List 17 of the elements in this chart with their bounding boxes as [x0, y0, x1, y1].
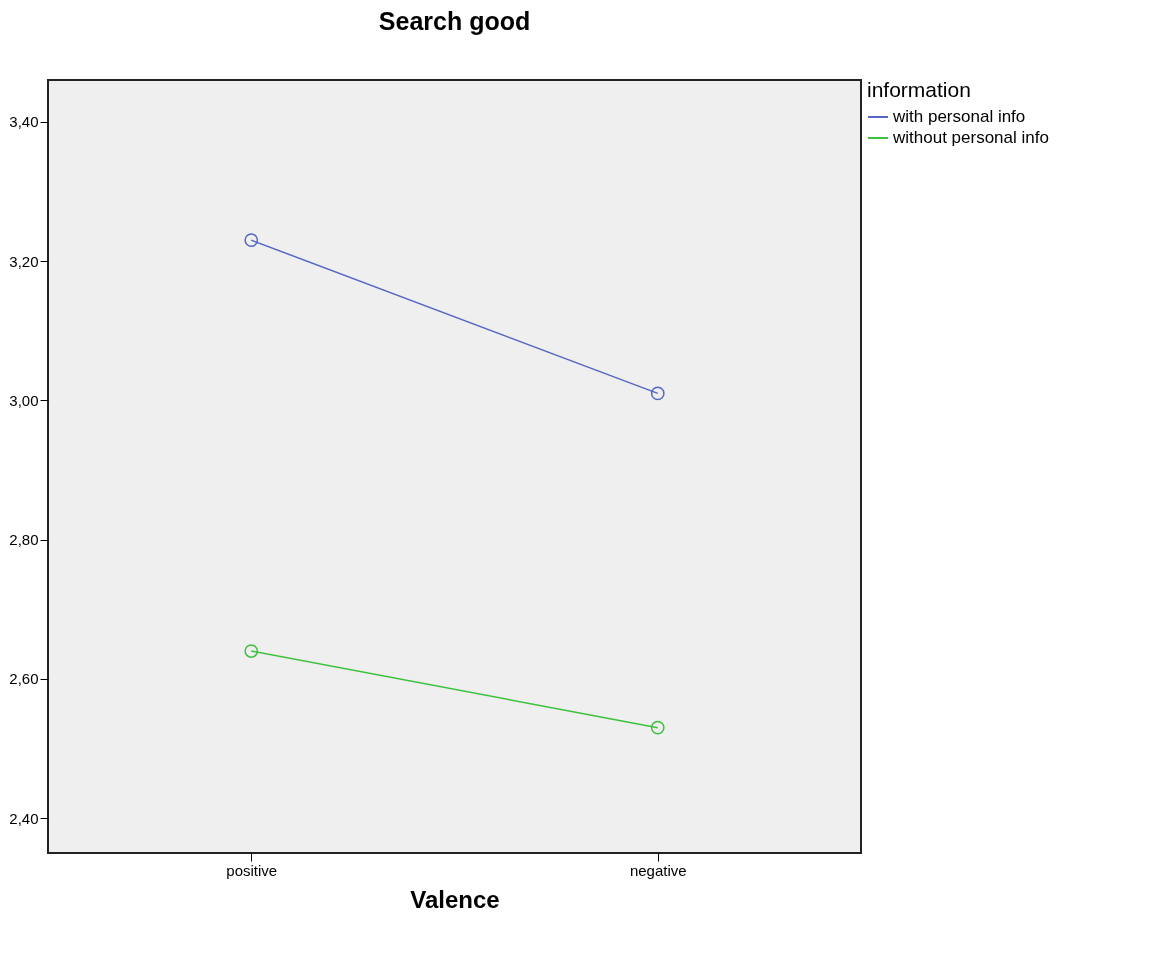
y-tick-label: 3,00 — [9, 391, 39, 409]
point — [650, 720, 665, 735]
legend-label: without personal info — [892, 128, 1049, 147]
y-tick-label: 3,20 — [9, 252, 39, 270]
y-tick-label: 3,40 — [9, 113, 39, 131]
y-tick-label: 2,60 — [9, 670, 39, 688]
point — [244, 644, 259, 658]
y-tick-label: 2,40 — [9, 809, 39, 827]
legend-label: with personal info — [892, 107, 1026, 126]
x-tick-label: negative — [629, 861, 687, 879]
legend-title: information — [867, 78, 971, 101]
point — [244, 233, 259, 248]
point — [650, 386, 665, 401]
x-tick-label: positive — [226, 861, 278, 879]
chart-title: Search good — [378, 7, 531, 35]
x-axis-title: Valence — [410, 885, 500, 913]
y-tick-label: 2,80 — [9, 531, 39, 549]
